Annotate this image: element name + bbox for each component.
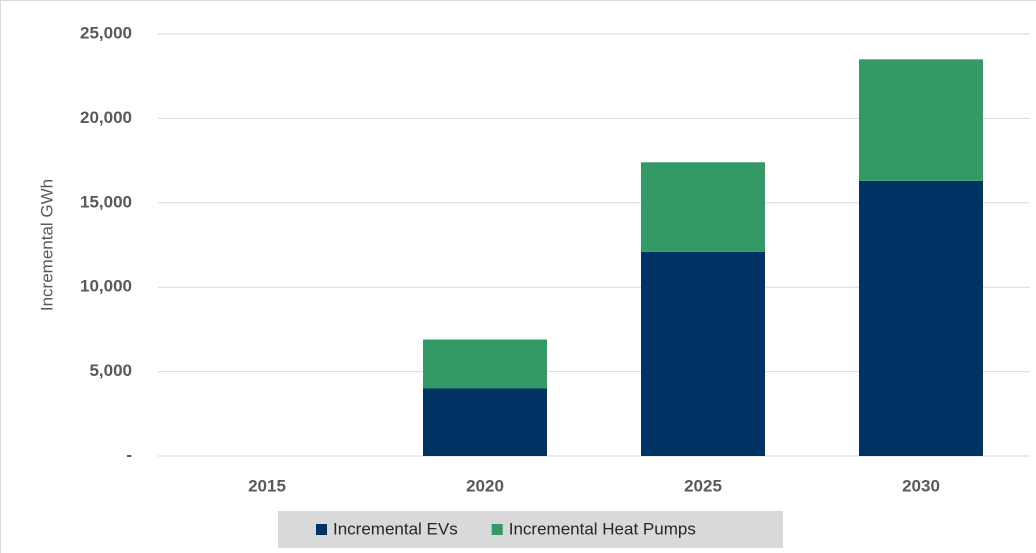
x-tick-label: 2025 (684, 476, 722, 495)
y-tick-label: 5,000 (89, 361, 132, 380)
x-tick-label: 2015 (248, 476, 286, 495)
bar-segment (859, 59, 983, 181)
bar-segment (641, 251, 765, 456)
legend-box (278, 511, 783, 548)
bar-segment (423, 339, 547, 389)
y-tick-label: - (126, 445, 132, 464)
y-tick-label: 15,000 (80, 192, 132, 211)
x-tick-label: 2020 (466, 476, 504, 495)
bar-segment (641, 162, 765, 252)
legend-label: Incremental EVs (333, 519, 458, 538)
legend-swatch (316, 524, 327, 535)
y-tick-label: 10,000 (80, 277, 132, 296)
bar-segment (859, 180, 983, 456)
legend-label: Incremental Heat Pumps (509, 519, 696, 538)
legend-swatch (491, 524, 503, 535)
y-tick-label: 20,000 (80, 108, 132, 127)
y-axis-label: Incremental GWh (37, 179, 56, 311)
bar-segment (423, 388, 547, 456)
x-tick-label: 2030 (902, 476, 940, 495)
y-tick-label: 25,000 (80, 23, 132, 42)
